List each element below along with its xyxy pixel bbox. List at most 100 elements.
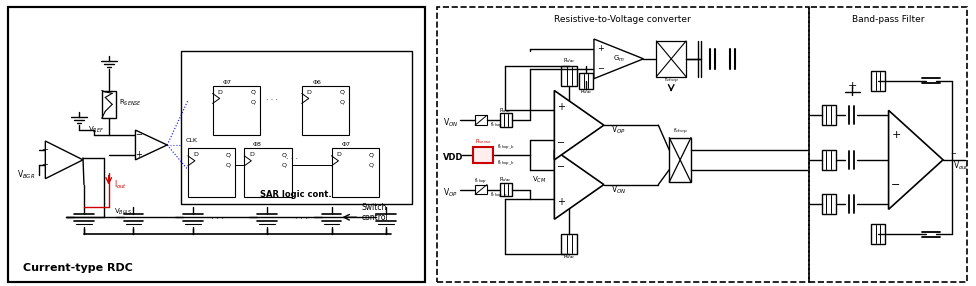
Text: Q: Q [250,100,256,105]
Text: V$_{BIAS}$: V$_{BIAS}$ [113,207,132,217]
Text: Φ6: Φ6 [312,80,321,85]
Text: V$_{ON}$: V$_{ON}$ [611,183,627,196]
Polygon shape [554,150,604,219]
Text: f$_{chop}$: f$_{chop}$ [490,121,504,131]
Text: · · ·: · · · [296,215,308,224]
Text: −: − [597,64,604,73]
Text: +: + [136,150,142,159]
Text: Q: Q [282,162,287,167]
Text: +: + [891,130,901,140]
Text: CLK: CLK [186,138,198,142]
Text: Q: Q [369,162,374,167]
Bar [8,7,425,282]
Polygon shape [554,90,604,160]
Text: V$_{OP}$: V$_{OP}$ [611,124,626,136]
Bar [302,86,349,135]
Text: Band-pass Filter: Band-pass Filter [852,15,924,24]
Text: Q: Q [225,162,230,167]
Bar [656,41,686,77]
Bar [188,148,235,197]
Text: V$_{BGR}$: V$_{BGR}$ [17,168,35,181]
Text: +: + [557,102,565,112]
Text: −: − [951,151,956,157]
Bar [670,138,691,182]
Text: R$_{dac}$: R$_{dac}$ [500,106,512,115]
Text: R$_{dac}$: R$_{dac}$ [563,253,576,261]
Bar [437,7,809,282]
Bar [822,150,835,170]
Text: SAR logic cont.: SAR logic cont. [260,190,332,199]
Text: Φ8: Φ8 [253,142,262,148]
Bar [8,7,425,247]
Text: V$_{OP}$: V$_{OP}$ [443,186,458,199]
Bar [213,86,261,135]
Text: D: D [193,152,198,157]
Text: f$_{chop\_b}$: f$_{chop\_b}$ [497,142,514,152]
Text: −: − [891,180,901,190]
Text: V$_{ON}$: V$_{ON}$ [443,117,459,130]
Polygon shape [136,130,167,160]
Text: V$_{CM}$: V$_{CM}$ [532,174,546,185]
Bar [475,115,487,125]
Text: +: + [597,44,604,53]
Text: Resistive-to-Voltage converter: Resistive-to-Voltage converter [554,15,691,24]
Text: D: D [249,152,254,157]
Bar [181,51,412,204]
Bar [872,71,885,90]
Text: −: − [557,162,565,172]
Bar [8,7,425,282]
Bar [473,147,493,163]
Bar [822,194,835,214]
Bar [579,73,593,89]
Text: +: + [557,197,565,207]
Text: Q: Q [340,100,345,105]
Polygon shape [45,141,83,179]
Text: −: − [41,146,49,154]
Bar [500,183,511,196]
Text: Current-type RDC: Current-type RDC [22,263,133,273]
Text: · · ·: · · · [266,96,278,105]
Text: f$_{chop\_h}$: f$_{chop\_h}$ [490,191,508,200]
Text: −: − [136,131,142,140]
Text: I$_{out}$: I$_{out}$ [113,178,127,191]
Text: R$_{sense}$: R$_{sense}$ [474,138,492,146]
Bar [244,148,292,197]
Text: +: + [848,81,857,91]
Text: R$_{dac}$: R$_{dac}$ [580,87,592,96]
Text: Q̄: Q̄ [225,152,230,157]
Bar [809,7,967,282]
Text: Switch
control: Switch control [361,202,388,222]
Text: G$_m$: G$_m$ [613,54,625,64]
Text: · · ·: · · · [211,215,224,224]
Text: V$_{REF}$: V$_{REF}$ [88,125,103,135]
Bar [822,105,835,125]
Text: f$_{chop}$: f$_{chop}$ [664,76,678,86]
Bar [475,184,487,194]
Text: R$_{dac}$: R$_{dac}$ [500,175,512,184]
Text: D: D [337,152,342,157]
Text: R$_{SENSE}$: R$_{SENSE}$ [119,98,142,108]
Polygon shape [888,110,943,209]
Text: f$_{chop}$: f$_{chop}$ [672,126,687,137]
Text: V$_{out}$: V$_{out}$ [954,160,970,172]
Text: Q̄: Q̄ [282,152,287,157]
Text: f$_{chop}$: f$_{chop}$ [474,176,488,187]
Bar [8,7,425,282]
Text: +: + [41,160,48,169]
Text: · · ·: · · · [286,155,298,164]
Bar [332,148,379,197]
Bar [102,90,115,118]
Bar [872,224,885,244]
Text: D: D [218,90,223,95]
Text: R$_{dac}$: R$_{dac}$ [563,56,576,65]
Bar [561,234,577,254]
Text: Φ7: Φ7 [224,80,232,85]
Text: VDD: VDD [443,153,464,162]
Bar [561,66,577,86]
Bar [500,113,511,127]
Text: −: − [557,138,565,148]
Polygon shape [594,39,643,79]
Text: D: D [306,90,311,95]
Text: Q̄: Q̄ [340,90,345,95]
Bar [8,247,425,282]
